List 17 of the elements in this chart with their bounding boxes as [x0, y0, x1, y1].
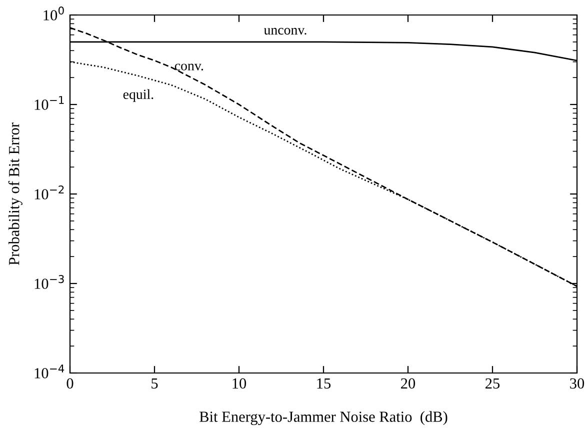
x-tick-label: 10 [232, 378, 246, 389]
x-tick-label: 25 [486, 378, 500, 389]
x-tick-label: 20 [401, 378, 416, 389]
y-axis-title: Probability of Bit Error [8, 122, 22, 266]
y-tick-label: 10$^{−4}$ [34, 364, 64, 378]
annotation: equil. [123, 89, 154, 102]
annotation: conv. [174, 64, 204, 70]
annotation: unconv. [264, 28, 306, 35]
x-tick-label: 5 [152, 378, 158, 389]
y-tick-label: 10$^{0}$ [44, 6, 64, 20]
y-tick-label: 10$^{−3}$ [34, 275, 64, 289]
y-tick-label: 10$^{−2}$ [34, 186, 64, 200]
x-tick-label: 30 [570, 378, 584, 389]
y-tick-label: 10$^{−1}$ [34, 96, 64, 110]
x-tick-label: 15 [317, 378, 331, 389]
x-tick-label: 0 [66, 378, 74, 389]
x-axis-title: Bit Energy-to-Jammer Noise Ratio (dB) [200, 411, 448, 426]
